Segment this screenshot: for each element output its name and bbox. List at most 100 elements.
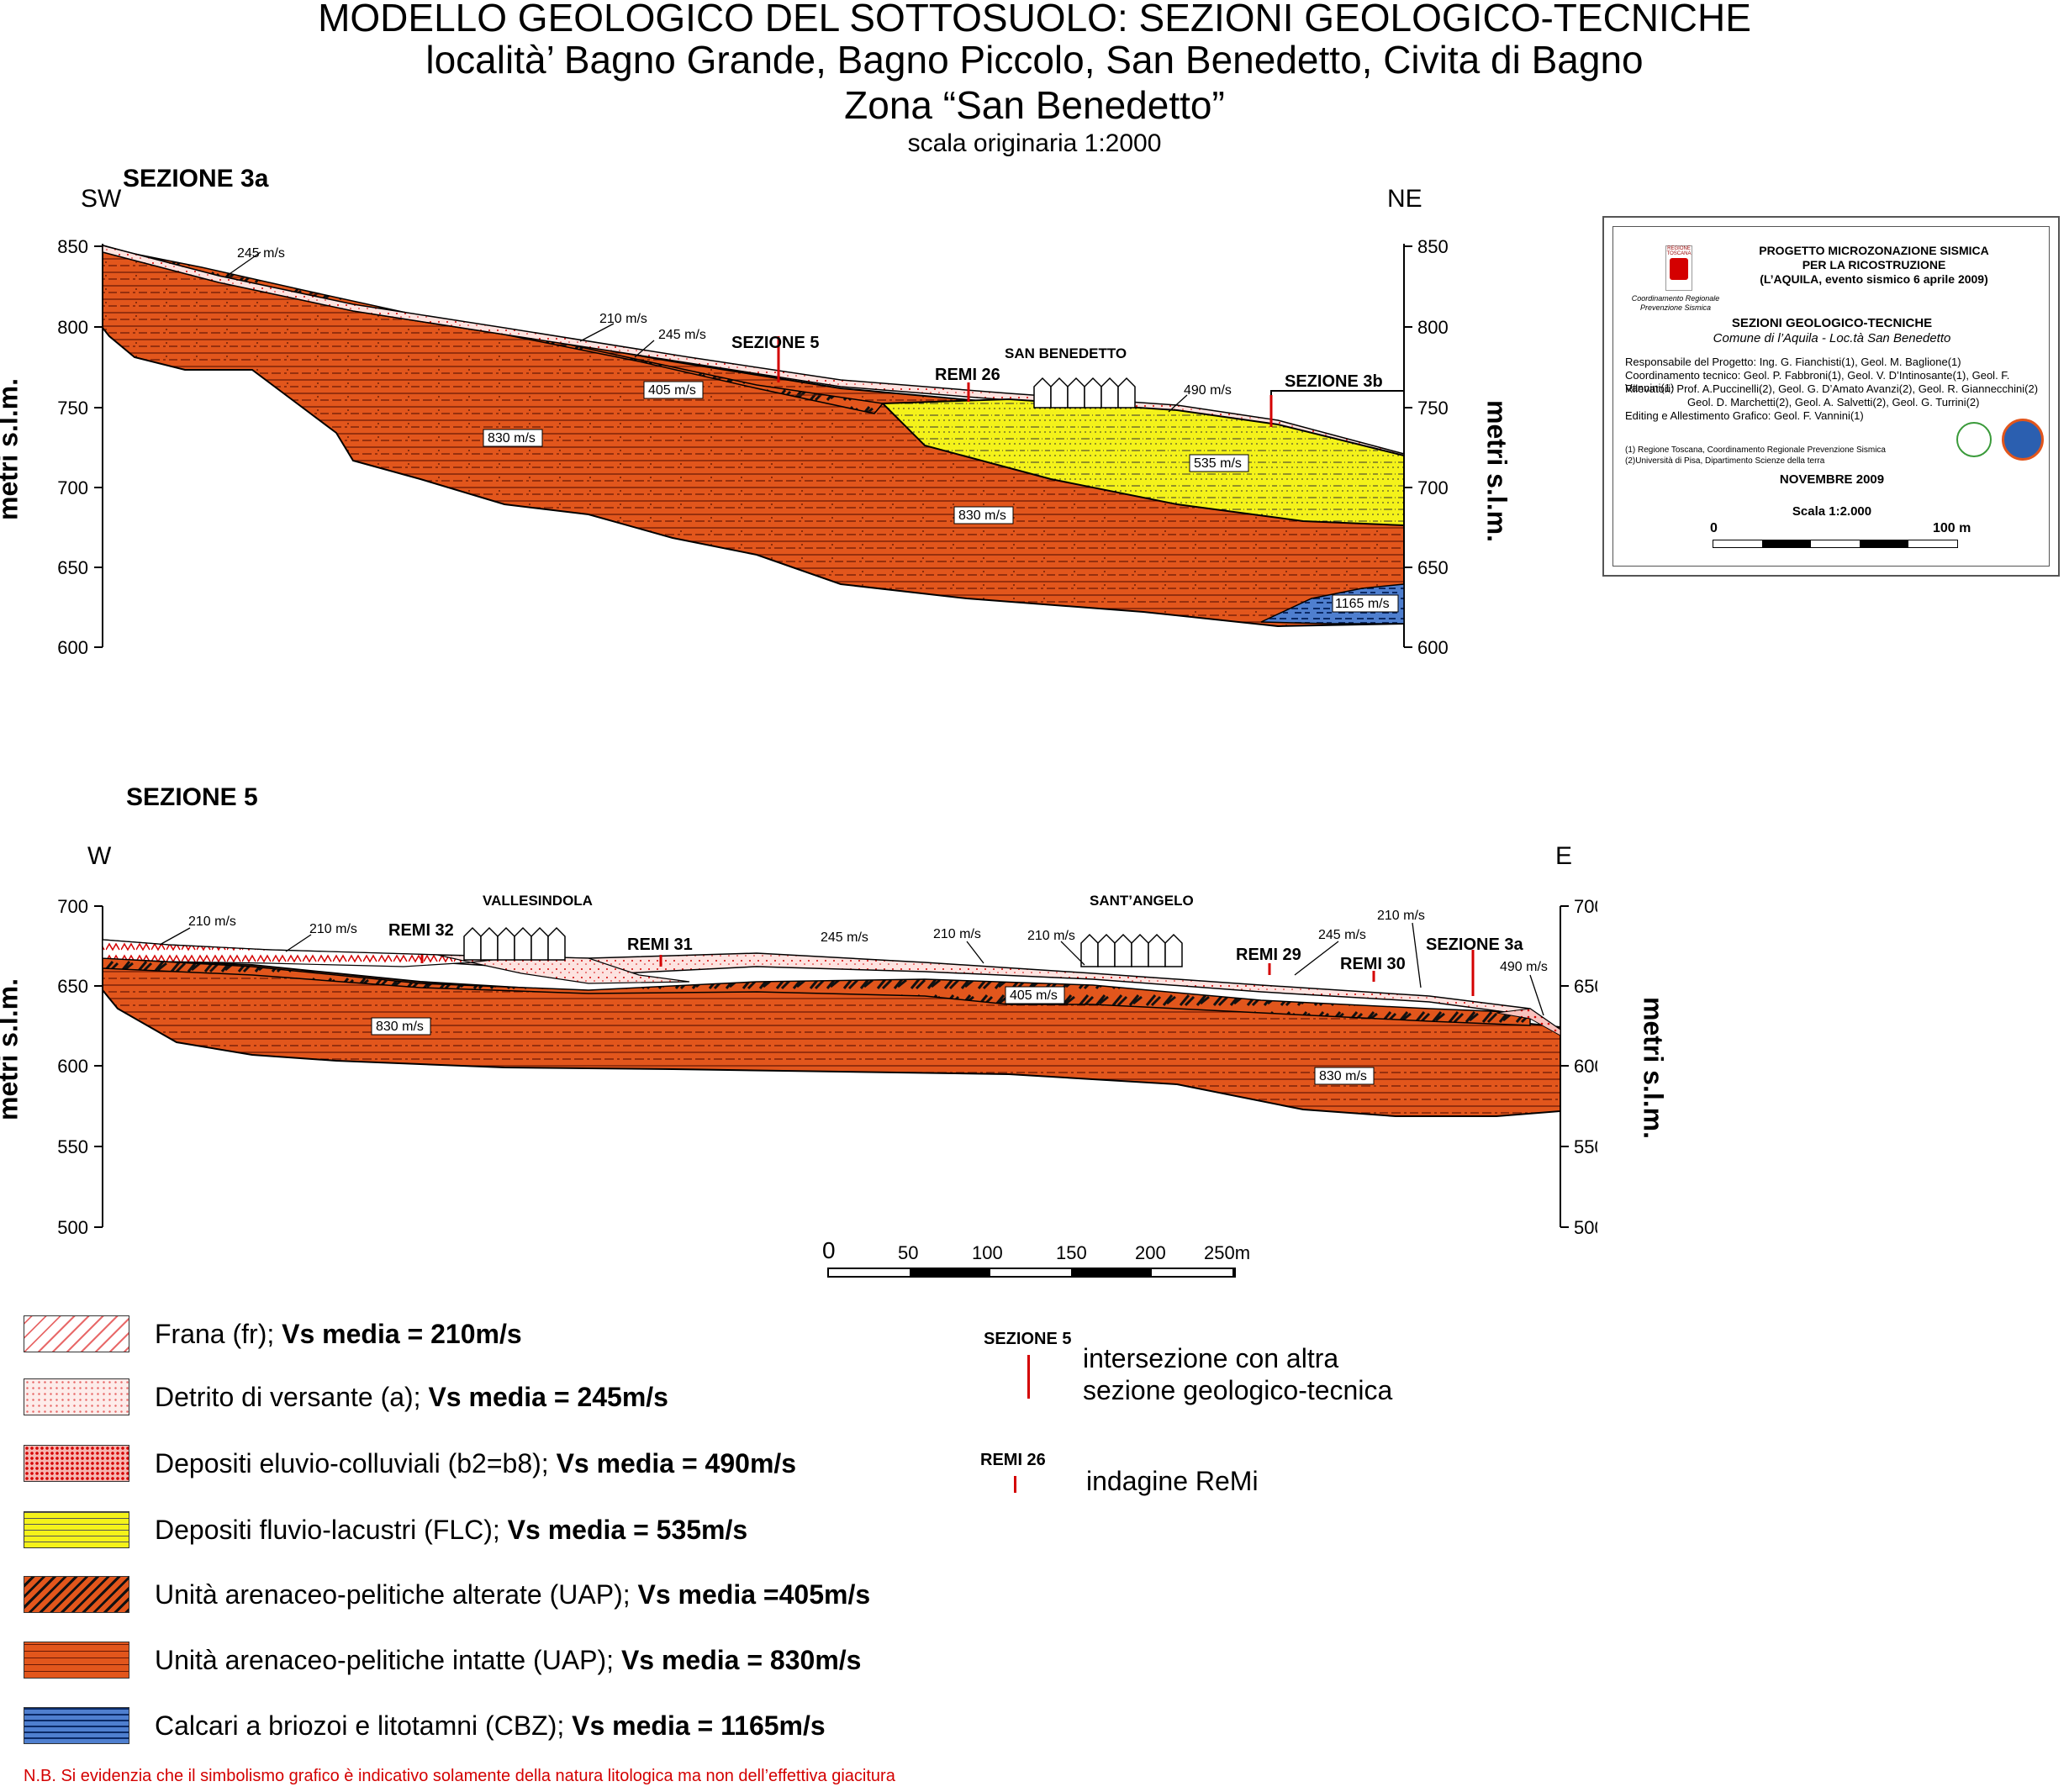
s5-v830a: 830 m/s (376, 1020, 424, 1034)
s5-v210a: 210 m/s (188, 914, 236, 929)
legend-item-uap-intatte: Unità arenaceo-pelitiche intatte (UAP); … (24, 1639, 861, 1681)
s5-tick-600-right: 600 (1574, 1056, 1597, 1077)
s3a-tick-800-right: 800 (1417, 317, 1449, 338)
legend-item-uap-alterate: Unità arenaceo-pelitiche alterate (UAP);… (24, 1573, 870, 1615)
s5-tick-500-right: 500 (1574, 1217, 1597, 1238)
s5-tick-650-left: 650 (57, 976, 88, 997)
s5-v210d: 210 m/s (1027, 929, 1075, 943)
s3a-tick-800-left: 800 (57, 317, 88, 338)
swatch-uap-alterate (24, 1576, 129, 1613)
s3a-v405: 405 m/s (648, 383, 696, 398)
section-3a-ylabel-left: metri s.l.m. (0, 378, 24, 520)
s5-sez3a-label: SEZIONE 3a (1426, 936, 1523, 954)
s5-v245: 245 m/s (821, 930, 868, 945)
s3a-v830a: 830 m/s (488, 431, 536, 445)
s3a-v210: 210 m/s (599, 312, 647, 326)
s5-tick-500-left: 500 (57, 1217, 88, 1238)
protezione-civile-logo (1956, 422, 1992, 457)
tb-credit-3: Geol. D. Marchetti(2), Geol. A. Salvetti… (1687, 396, 1980, 408)
legend-text-detrito: Detrito di versante (a); Vs media = 245m… (155, 1381, 668, 1412)
scale-label-50: 50 (898, 1242, 919, 1263)
s3a-v245a: 245 m/s (237, 246, 285, 261)
s5-v830b: 830 m/s (1319, 1069, 1367, 1083)
section-5-ylabel-right: metri s.l.m. (1638, 997, 1669, 1139)
scale-label-100: 100 (972, 1242, 1003, 1263)
legend-item-frana: Frana (fr); Vs media = 210m/s (24, 1313, 522, 1355)
s5-tick-550-right: 550 (1574, 1136, 1597, 1157)
tb-heading: SEZIONI GEOLOGICO-TECNICHE (1731, 316, 1933, 330)
s3a-tick-750-left: 750 (57, 398, 88, 419)
s5-tick-550-left: 550 (57, 1136, 88, 1157)
tb-credit-0: Responsabile del Progetto: Ing. G. Fianc… (1625, 356, 1961, 368)
legend-text-uap-alterate: Unità arenaceo-pelitiche alterate (UAP);… (155, 1579, 871, 1610)
s3a-tick-850-right: 850 (1417, 236, 1449, 257)
s5-v210e: 210 m/s (1377, 909, 1425, 923)
section-3a-left-dir: SW (81, 185, 122, 213)
s3a-v490: 490 m/s (1184, 383, 1232, 398)
s3a-tick-850-left: 850 (57, 236, 88, 257)
s5-v210b: 210 m/s (309, 922, 357, 936)
s3a-sez5-label: SEZIONE 5 (731, 334, 819, 352)
tb-credit-1: Coordinamento tecnico: Geol. P. Fabbroni… (1625, 369, 2010, 394)
s3a-v830b: 830 m/s (958, 509, 1006, 523)
s3a-v245b: 245 m/s (658, 328, 706, 342)
tb-note-1: (2)Università di Pisa, Dipartimento Scie… (1625, 456, 1825, 466)
legend-sym-remi-text: indagine ReMi (1086, 1466, 1259, 1496)
s5-remi32-label: REMI 32 (388, 921, 454, 940)
swatch-fluvio (24, 1511, 129, 1548)
main-subtitle: località’ Bagno Grande, Bagno Piccolo, S… (425, 38, 1644, 82)
legend-sym-sez5-text1: intersezione con altra (1083, 1343, 1339, 1373)
legend-item-calcari: Calcari a briozoi e litotamni (CBZ); Vs … (24, 1705, 826, 1747)
tb-bar-left: 0 (1710, 521, 1718, 535)
legend-sym-remi-tag: REMI 26 (980, 1451, 1046, 1469)
swatch-detrito (24, 1378, 129, 1415)
section-3a-diagram: 245 m/s 210 m/s 245 m/s 405 m/s 830 m/s … (57, 236, 1449, 658)
s5-remi29-label: REMI 29 (1236, 946, 1301, 964)
main-title: MODELLO GEOLOGICO DEL SOTTOSUOLO: SEZION… (318, 0, 1751, 40)
legend-item-eluvio: Depositi eluvio-colluviali (b2=b8); Vs m… (24, 1442, 796, 1484)
tb-credit-4: Editing e Allestimento Grafico: Geol. F.… (1625, 409, 1864, 422)
s5-vallesindola-label: VALLESINDOLA (483, 893, 593, 909)
legend-sym-sez5-line (1027, 1355, 1030, 1399)
legend-text-fluvio: Depositi fluvio-lacustri (FLC); Vs media… (155, 1514, 748, 1545)
scale-label-200: 200 (1135, 1242, 1166, 1263)
section-5-diagram: 210 m/s 210 m/s REMI 32 VALLESINDOLA REM… (57, 893, 1597, 1238)
original-scale: scala originaria 1:2000 (907, 129, 1162, 157)
s3a-sez3b-label: SEZIONE 3b (1285, 372, 1383, 391)
tb-credit-2: Rilevatori: Prof. A.Puccinelli(2), Geol.… (1625, 382, 2039, 395)
zone-title: Zona “San Benedetto” (844, 83, 1225, 127)
scale-label-0: 0 (822, 1237, 836, 1263)
section-5-left-dir: W (87, 842, 112, 870)
tb-date: NOVEMBRE 2009 (1779, 472, 1885, 487)
graphic-scale-bar (827, 1268, 1236, 1278)
section-3a-title: SEZIONE 3a (123, 165, 269, 192)
s3a-tick-600-right: 600 (1417, 637, 1449, 658)
s3a-tick-650-right: 650 (1417, 557, 1449, 578)
s5-v490: 490 m/s (1500, 960, 1548, 974)
san-benedetto-houses (1033, 377, 1136, 408)
s5-v405: 405 m/s (1010, 988, 1058, 1003)
legend-item-detrito: Detrito di versante (a); Vs media = 245m… (24, 1376, 668, 1418)
s5-santangelo-label: SANT’ANGELO (1090, 893, 1194, 909)
section-3a-ylabel-right: metri s.l.m. (1481, 400, 1512, 542)
s3a-v535: 535 m/s (1194, 456, 1242, 471)
section-5-title: SEZIONE 5 (126, 783, 258, 811)
s5-tick-600-left: 600 (57, 1056, 88, 1077)
footnote: N.B. Si evidenzia che il simbolismo graf… (24, 1767, 895, 1785)
s3a-sanbenedetto-label: SAN BENEDETTO (1005, 345, 1127, 361)
tb-scale: Scala 1:2.000 (1792, 504, 1872, 519)
s3a-tick-700-left: 700 (57, 477, 88, 498)
swatch-calcari (24, 1707, 129, 1744)
legend-item-fluvio: Depositi fluvio-lacustri (FLC); Vs media… (24, 1509, 747, 1551)
vallesindola-houses (463, 926, 566, 961)
s3a-tick-750-right: 750 (1417, 398, 1449, 419)
title-block: REGIONE TOSCANA Coordinamento Regionale … (1602, 216, 2060, 577)
project-line-2: PER LA RICOSTRUZIONE (1802, 258, 1946, 271)
s5-remi30-label: REMI 30 (1340, 955, 1406, 973)
santangelo-houses (1080, 933, 1183, 967)
legend-sym-sez5-text2: sezione geologico-tecnica (1083, 1375, 1393, 1405)
s3a-v1165: 1165 m/s (1335, 597, 1390, 611)
s5-tick-650-right: 650 (1574, 976, 1597, 997)
tb-subheading: Comune di l’Aquila - Loc.tà San Benedett… (1713, 331, 1951, 345)
tb-bar-right: 100 m (1933, 521, 1971, 535)
